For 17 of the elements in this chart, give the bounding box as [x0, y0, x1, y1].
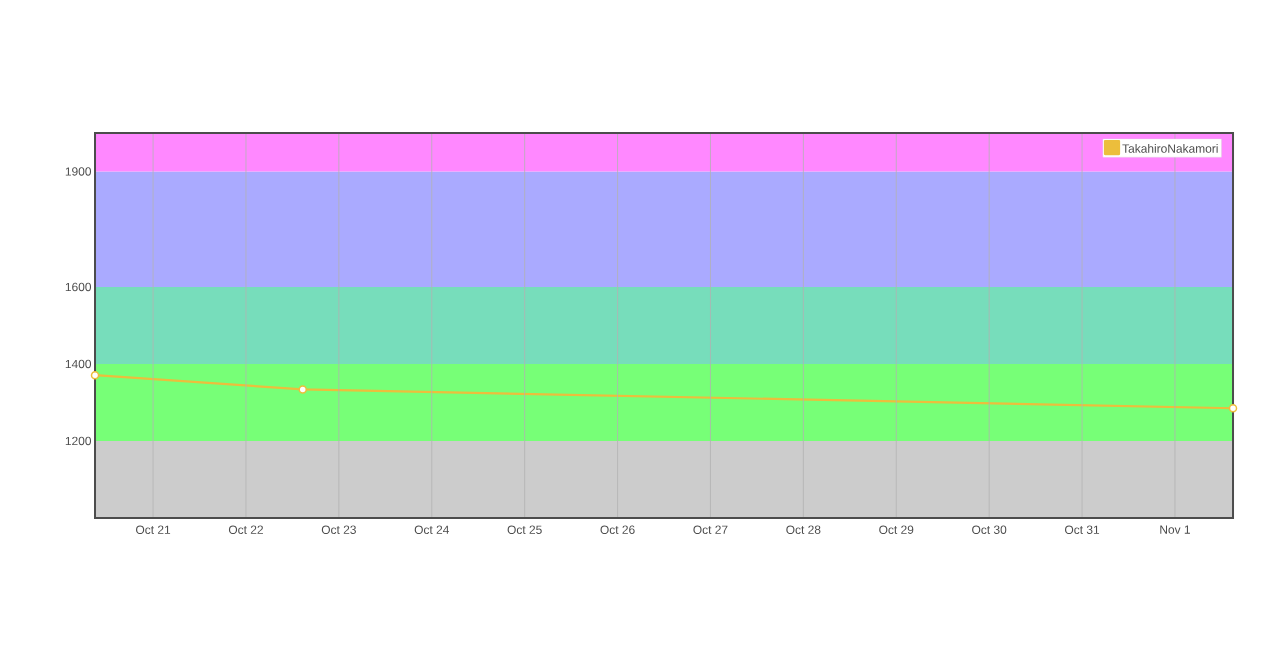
x-tick-label: Oct 25: [507, 525, 542, 534]
y-tick-label: 1200: [65, 436, 92, 446]
y-tick-label: 1900: [65, 167, 92, 176]
x-tick-label: Oct 30: [972, 525, 1007, 534]
x-tick-label: Nov 1: [1160, 525, 1190, 534]
x-tick-label: Oct 22: [228, 525, 263, 534]
x-tick-label: Oct 28: [786, 525, 821, 534]
x-tick-label: Oct 26: [600, 525, 635, 534]
x-tick-label: Oct 27: [693, 525, 728, 534]
x-tick-label: Oct 24: [414, 525, 450, 534]
x-tick-label: Oct 29: [879, 525, 914, 534]
x-tick-label: Oct 21: [136, 525, 171, 534]
x-tick-label: Oct 31: [1065, 525, 1100, 534]
x-tick-label: Oct 23: [321, 525, 356, 534]
y-tick-label: 1400: [65, 359, 92, 369]
y-tick-label: 1600: [65, 282, 92, 292]
legend-label: TakahiroNakamori: [1122, 143, 1218, 153]
